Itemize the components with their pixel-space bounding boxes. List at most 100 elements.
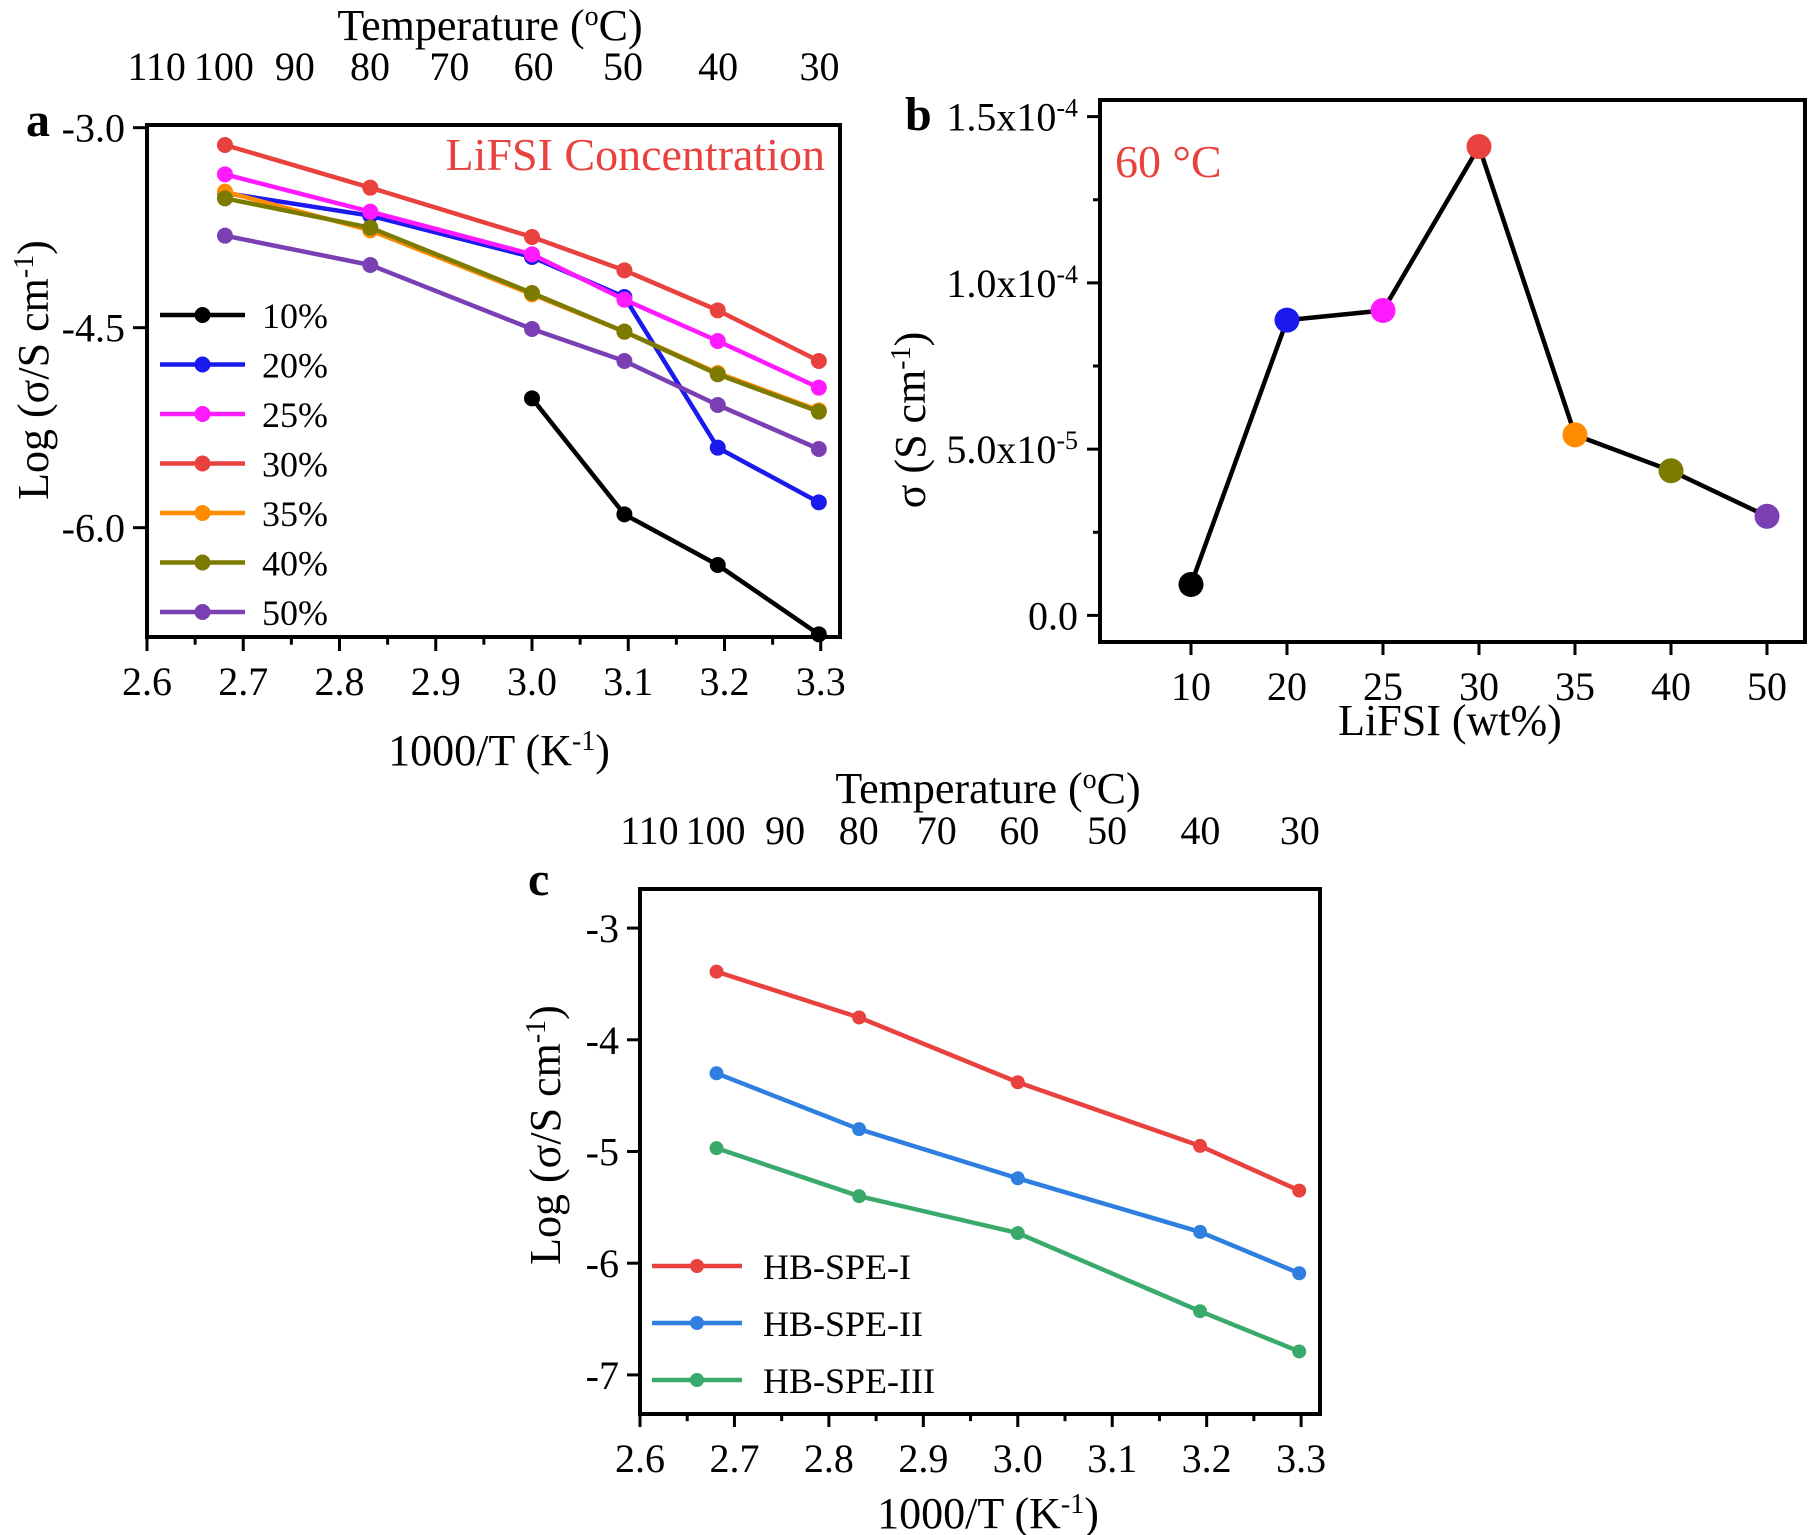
panel-a-legend-swatch-marker <box>194 406 211 422</box>
panel-a-x-tick-label: 3.0 <box>507 659 557 704</box>
panel-a: a Temperature (oC) 110 100 90 80 70 60 50 40 30 … <box>9 1 846 776</box>
panel-b-x-tick-label: 20 <box>1267 664 1307 709</box>
panel-a-x-tick-label: 2.8 <box>315 659 365 704</box>
panel-b-label: b <box>905 88 932 141</box>
panel-c-data-point <box>709 964 724 979</box>
panel-c-top-tick-label: 50 <box>1087 808 1127 853</box>
panel-a-legend-label: 30% <box>262 445 328 485</box>
panel-b-x-tick-label: 50 <box>1747 664 1787 709</box>
panel-c-legend: HB-SPE-I HB-SPE-II HB-SPE-III <box>652 1247 935 1401</box>
panel-c-series-line <box>715 969 1301 1193</box>
panel-a-annotation: LiFSI Concentration <box>446 129 825 180</box>
panel-c-plot-frame <box>638 887 1322 1416</box>
panel-a-top-tick-label: 90 <box>275 44 315 89</box>
panel-a-data-point <box>616 291 633 308</box>
panel-a-data-point <box>810 379 827 396</box>
panel-b-data-point <box>1754 503 1780 529</box>
panel-a-top-axis-title: Temperature (oC) <box>337 1 642 51</box>
panel-c-x-ticks: 2.6 2.7 2.8 2.9 3.0 3.1 3.2 3.3 <box>615 1414 1326 1481</box>
panel-a-series-line <box>530 396 821 637</box>
panel-c-data-point <box>1193 1138 1208 1153</box>
panel-a-x-tick-label: 3.3 <box>796 659 846 704</box>
panel-c-legend-label: HB-SPE-I <box>763 1247 911 1287</box>
panel-a-data-point <box>616 262 633 279</box>
panel-b-series-line <box>1188 144 1768 586</box>
panel-b-x-tick-label: 10 <box>1171 664 1211 709</box>
panel-a-legend-swatch-marker <box>194 356 211 373</box>
panel-b-x-tick-label: 25 <box>1363 664 1403 709</box>
panel-c-top-tick-labels: 110 100 90 80 70 60 50 40 30 <box>620 808 1320 853</box>
panel-c-y-tick-label: -3 <box>586 906 619 951</box>
panel-c-x-tick-label: 2.7 <box>709 1436 759 1481</box>
panel-b-x-tick-label: 35 <box>1555 664 1595 709</box>
panel-a-x-tick-label: 3.2 <box>700 659 750 704</box>
panel-c-top-tick-label: 70 <box>917 808 957 853</box>
panel-a-legend-swatch-marker <box>194 554 211 571</box>
panel-a-legend-label: 25% <box>262 395 328 435</box>
panel-b-plot-frame <box>1098 98 1807 644</box>
panel-c-data-point <box>852 1010 867 1025</box>
panel-b-data-point <box>1658 458 1684 484</box>
panel-c-x-tick-label: 3.1 <box>1087 1436 1137 1481</box>
panel-c-x-tick-label: 2.8 <box>804 1436 854 1481</box>
panel-a-series-line <box>224 233 820 452</box>
panel-a-top-tick-label: 100 <box>194 44 254 89</box>
panel-c-x-axis-title: 1000/T (K-1) <box>877 1489 1099 1535</box>
panel-b-data-point <box>1274 307 1300 333</box>
panel-c-top-tick-label: 90 <box>765 808 805 853</box>
panel-b: b 10 20 25 30 35 40 50 0.0 5.0x10-5 1.0x10-4 1.5x… <box>886 88 1807 745</box>
panel-c-top-tick-label: 60 <box>999 808 1039 853</box>
panel-b-y-tick-label: 0.0 <box>1028 593 1078 638</box>
panel-c-data-point <box>1292 1183 1307 1198</box>
panel-a-legend-label: 40% <box>262 544 328 584</box>
panel-a-label: a <box>26 94 50 147</box>
panel-c-x-tick-label: 2.9 <box>898 1436 948 1481</box>
panel-a-legend-swatch-marker <box>194 604 211 620</box>
panel-c-y-tick-label: -6 <box>586 1241 619 1286</box>
panel-a-plot-frame <box>145 123 842 639</box>
panel-a-y-axis-title: Log (σ/S cm-1) <box>9 240 59 500</box>
panel-b-y-tick-label: 1.5x10-4 <box>946 93 1078 140</box>
panel-a-legend-swatch-marker <box>194 455 211 472</box>
panel-c-top-tick-label: 100 <box>685 808 745 853</box>
panel-c-x-tick-label: 3.2 <box>1182 1436 1232 1481</box>
panel-c-data-point <box>1010 1171 1025 1186</box>
panel-a-series <box>216 137 827 643</box>
panel-b-y-tick-label: 1.0x10-4 <box>946 259 1078 306</box>
panel-b-y-tick-label: 5.0x10-5 <box>946 426 1078 473</box>
panel-a-top-tick-label: 60 <box>514 44 554 89</box>
panel-c-top-tick-label: 30 <box>1280 808 1320 853</box>
panel-a-legend: 10% 20% 25% 30% 35% 40% 50% <box>160 296 328 633</box>
panel-c-y-tick-label: -5 <box>586 1130 619 1175</box>
panel-a-x-tick-label: 2.9 <box>411 659 461 704</box>
panel-c-data-point <box>1193 1304 1208 1319</box>
panel-a-y-tick-label: -3.0 <box>62 106 125 151</box>
panel-c-x-tick-label: 3.0 <box>993 1436 1043 1481</box>
panel-c-legend-label: HB-SPE-II <box>763 1304 923 1344</box>
panel-c-y-tick-label: -4 <box>586 1018 619 1063</box>
panel-c-data-point <box>1292 1344 1307 1359</box>
panel-c-top-axis-title: Temperature (oC) <box>835 764 1140 814</box>
panel-c-x-tick-label: 2.6 <box>615 1436 665 1481</box>
panel-a-legend-label: 10% <box>262 296 328 336</box>
panel-c-data-point <box>1292 1266 1307 1281</box>
panel-c-legend-label: HB-SPE-III <box>763 1361 935 1401</box>
panel-a-top-tick-labels: 110 100 90 80 70 60 50 40 30 <box>127 44 839 89</box>
panel-b-data-point <box>1178 571 1204 597</box>
panel-a-x-ticks: 2.6 2.7 2.8 2.9 3.0 3.1 3.2 3.3 <box>122 637 846 704</box>
panel-a-data-point <box>362 179 379 196</box>
panel-c-data-point <box>1010 1226 1025 1241</box>
panel-a-data-point <box>216 190 233 207</box>
panel-a-data-point <box>362 219 379 236</box>
panel-b-y-ticks: 0.0 5.0x10-5 1.0x10-4 1.5x10-4 <box>946 93 1100 638</box>
panel-c-y-axis-title: Log (σ/S cm-1) <box>521 1005 571 1265</box>
panel-a-y-tick-label: -6.0 <box>62 506 125 551</box>
panel-a-legend-label: 50% <box>262 593 328 633</box>
panel-a-data-point <box>216 137 233 153</box>
panel-a-x-tick-label: 2.7 <box>218 659 268 704</box>
panel-a-data-point <box>524 246 540 263</box>
panel-b-x-axis-title: LiFSI (wt%) <box>1338 696 1562 745</box>
panel-a-series-line <box>224 196 820 414</box>
panel-a-data-point <box>709 397 726 413</box>
